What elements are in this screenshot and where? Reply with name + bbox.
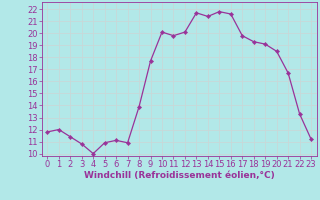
X-axis label: Windchill (Refroidissement éolien,°C): Windchill (Refroidissement éolien,°C) (84, 171, 275, 180)
